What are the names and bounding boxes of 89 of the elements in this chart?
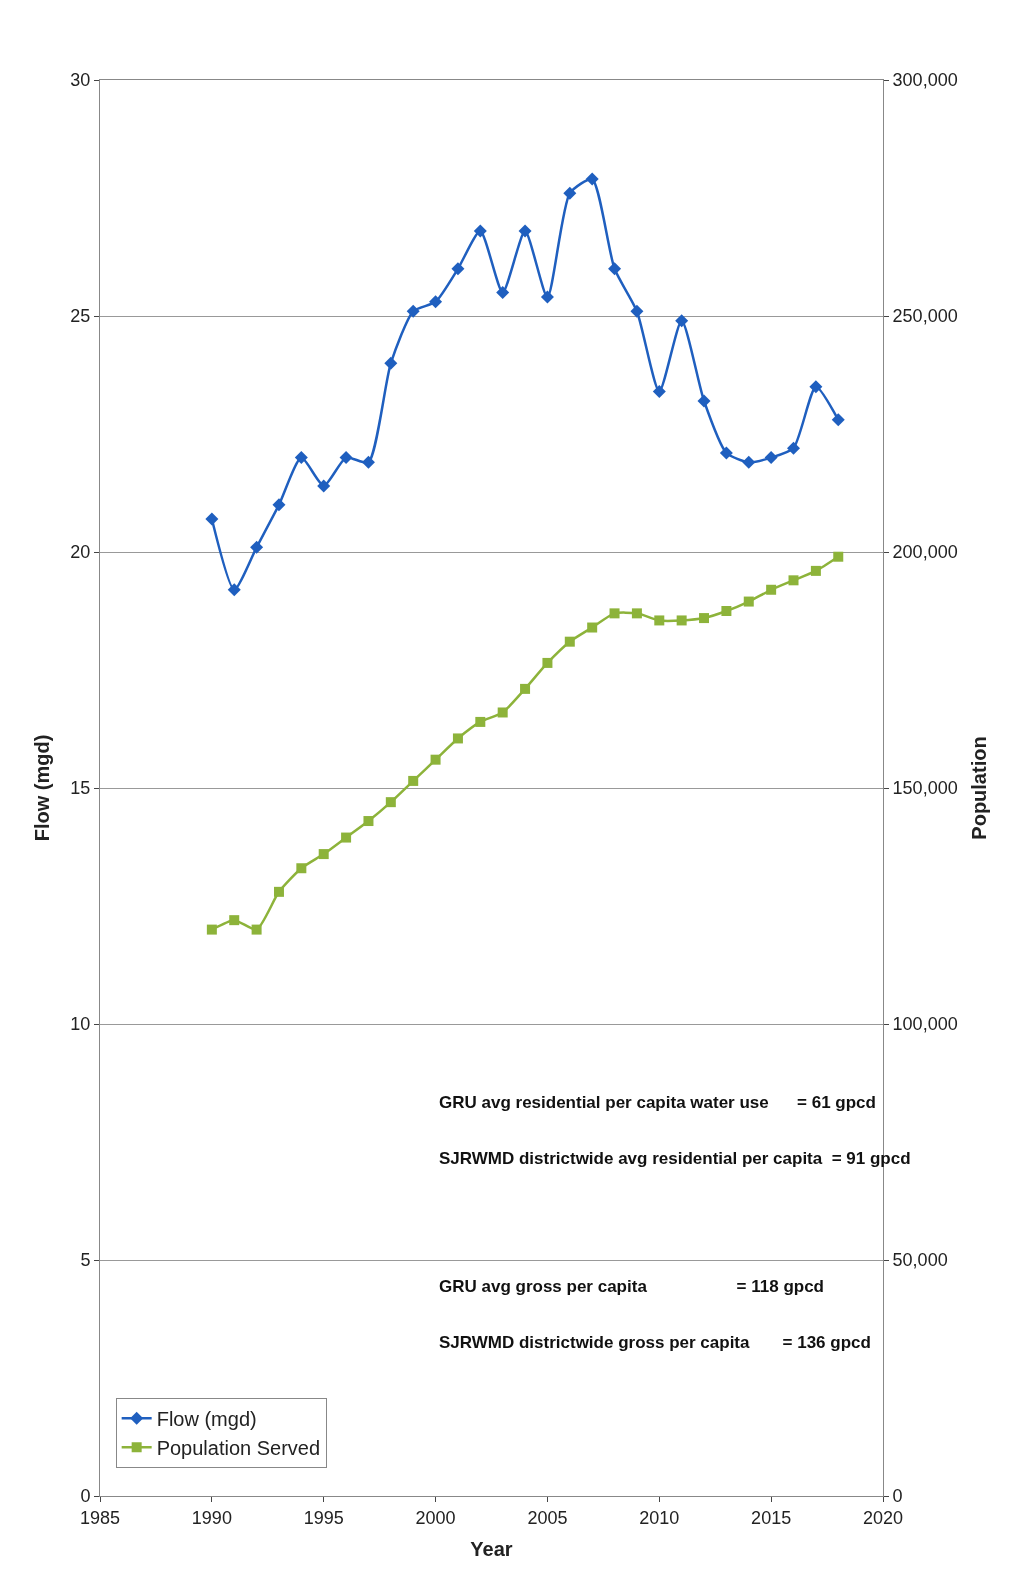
point xyxy=(496,285,510,299)
point xyxy=(564,636,575,647)
point xyxy=(585,172,599,186)
point xyxy=(788,575,799,586)
point xyxy=(676,615,687,626)
point xyxy=(833,551,844,562)
point xyxy=(518,224,532,238)
point xyxy=(743,596,754,607)
point xyxy=(205,512,219,526)
point xyxy=(542,657,553,668)
point xyxy=(587,622,598,633)
point xyxy=(294,451,308,465)
point xyxy=(540,290,554,304)
legend-label: Population Served xyxy=(156,1436,321,1459)
x-tick-label: 2015 xyxy=(751,1507,792,1528)
point xyxy=(429,295,443,309)
y2-tick-label: 200,000 xyxy=(892,542,958,563)
point xyxy=(339,451,353,465)
point xyxy=(608,262,622,276)
y2-tick-label: 250,000 xyxy=(892,306,958,327)
point xyxy=(630,304,644,318)
x-tick-label: 2010 xyxy=(639,1507,680,1528)
point xyxy=(251,924,262,935)
x-tick-label: 1995 xyxy=(303,1507,344,1528)
point xyxy=(675,314,689,328)
y-tick-label: 5 xyxy=(80,1250,91,1271)
annotation: SJRWMD districtwide avg residential per capita = 91 gpcd xyxy=(439,1149,911,1168)
point xyxy=(341,832,352,843)
point xyxy=(609,608,620,619)
point xyxy=(520,683,531,694)
point xyxy=(229,915,240,926)
point xyxy=(317,479,331,493)
point xyxy=(766,584,777,595)
point xyxy=(272,498,286,512)
y2-tick-label: 300,000 xyxy=(892,70,958,91)
annotation: SJRWMD districtwide gross per capita = 136 gpcd xyxy=(439,1333,871,1352)
point xyxy=(296,863,307,874)
point xyxy=(273,886,284,897)
point xyxy=(250,540,264,554)
y-tick-label: 30 xyxy=(70,70,91,91)
point xyxy=(384,356,398,370)
y2-axis-title: Population xyxy=(968,736,991,840)
y2-tick-label: 100,000 xyxy=(892,1014,958,1035)
y-axis-title: Flow (mgd) xyxy=(30,734,53,842)
y-tick-label: 20 xyxy=(70,542,91,563)
x-tick-label: 1985 xyxy=(79,1507,121,1528)
y-tick-label: 10 xyxy=(70,1014,91,1035)
point xyxy=(652,385,666,399)
point xyxy=(654,615,665,626)
x-tick-label: 2020 xyxy=(862,1507,904,1528)
annotation: GRU avg residential per capita water use = 61 gpcd xyxy=(439,1093,876,1112)
y-tick-label: 15 xyxy=(70,778,91,799)
point xyxy=(764,451,778,465)
point xyxy=(385,797,396,808)
point xyxy=(742,455,756,469)
y2-tick-label: 0 xyxy=(892,1486,903,1507)
point xyxy=(699,613,710,624)
y-tick-label: 0 xyxy=(80,1486,91,1507)
point xyxy=(475,716,486,727)
y2-tick-label: 50,000 xyxy=(892,1250,948,1271)
point xyxy=(697,394,711,408)
y2-tick-label: 150,000 xyxy=(892,778,958,799)
point xyxy=(721,606,732,616)
x-tick-label: 2005 xyxy=(527,1507,568,1528)
point xyxy=(787,441,801,455)
point xyxy=(206,924,217,935)
point xyxy=(831,413,845,427)
point xyxy=(563,186,577,200)
point xyxy=(719,446,733,460)
x-tick-label: 2000 xyxy=(415,1507,456,1528)
legend-label: Flow (mgd) xyxy=(156,1407,257,1430)
y-tick-label: 25 xyxy=(70,306,91,327)
point xyxy=(810,565,821,576)
point xyxy=(363,816,374,827)
x-tick-label: 1990 xyxy=(191,1507,232,1528)
point xyxy=(430,754,441,765)
point xyxy=(809,380,823,394)
point xyxy=(408,775,419,786)
point xyxy=(473,224,487,238)
point xyxy=(631,608,642,619)
point xyxy=(497,707,508,718)
point xyxy=(361,455,375,469)
point xyxy=(452,733,463,744)
point xyxy=(406,304,420,318)
point xyxy=(318,849,329,860)
x-axis-title: Year xyxy=(470,1538,513,1561)
annotation: GRU avg gross per capita = 118 gpcd xyxy=(439,1277,824,1296)
point xyxy=(227,583,241,597)
point xyxy=(451,262,465,276)
